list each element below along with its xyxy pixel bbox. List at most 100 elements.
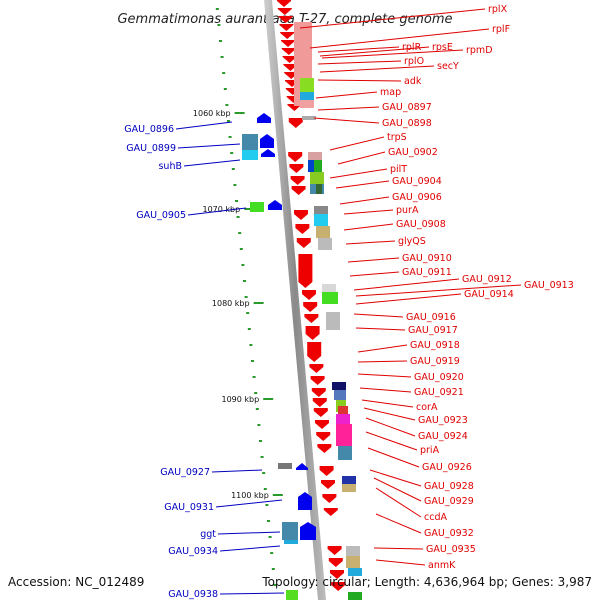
gene-label-forward[interactable]: GAU_0913 <box>524 280 574 291</box>
gene-label-forward[interactable]: GAU_0918 <box>410 340 460 351</box>
gene-label-forward[interactable]: rpmD <box>466 45 493 56</box>
gene-label-forward[interactable]: GAU_0914 <box>464 289 514 300</box>
connector-line <box>317 46 400 53</box>
gene-label-forward[interactable]: glyQS <box>398 236 426 247</box>
gene-label-forward[interactable]: pilT <box>390 164 407 175</box>
gene-label-forward[interactable]: GAU_0916 <box>406 312 456 323</box>
gene-label-forward[interactable]: GAU_0919 <box>410 356 460 367</box>
gene-label-forward[interactable]: trpS <box>387 132 407 143</box>
gene-arrow-forward <box>331 582 346 591</box>
gene-arrow-forward <box>304 314 319 323</box>
gene-label-forward[interactable]: GAU_0924 <box>418 431 468 442</box>
gene-label-forward[interactable]: GAU_0921 <box>414 387 464 398</box>
domain-box <box>310 172 324 184</box>
ruler-dot <box>215 8 219 10</box>
gene-label-forward[interactable]: GAU_0926 <box>422 462 472 473</box>
kbp-label: 1060 kbp <box>193 109 231 118</box>
gene-label-forward[interactable]: GAU_0917 <box>408 325 458 336</box>
gene-label-forward[interactable]: map <box>380 87 401 98</box>
gene-label-forward[interactable]: GAU_0897 <box>382 102 432 113</box>
connector-line <box>339 196 390 205</box>
domain-box <box>300 100 314 108</box>
gene-label-forward[interactable]: adk <box>404 76 422 87</box>
gene-label-forward[interactable]: GAU_0928 <box>424 481 474 492</box>
gene-label-reverse[interactable]: suhB <box>158 161 182 172</box>
gene-arrow-forward <box>315 420 329 429</box>
gene-label-forward[interactable]: GAU_0906 <box>392 192 442 203</box>
ruler-dot <box>228 136 232 138</box>
gene-label-forward[interactable]: corA <box>416 402 438 413</box>
gene-arrow-forward <box>294 210 308 220</box>
gene-label-reverse[interactable]: GAU_0938 <box>168 589 218 600</box>
gene-label-forward[interactable]: priA <box>420 445 440 456</box>
gene-label-reverse[interactable]: GAU_0931 <box>164 502 214 513</box>
gene-arrow-forward <box>282 56 297 63</box>
ruler-dot <box>247 328 251 330</box>
ruler-dot <box>243 280 246 282</box>
connector-line <box>317 60 402 65</box>
ruler-dot <box>262 472 266 474</box>
gene-arrow-forward <box>298 254 313 288</box>
gene-label-forward[interactable]: ccdA <box>424 512 447 523</box>
connector-line <box>353 278 460 291</box>
gene-label-forward[interactable]: GAU_0920 <box>414 372 464 383</box>
gene-label-reverse[interactable]: GAU_0896 <box>124 124 174 135</box>
gene-label-forward[interactable]: GAU_0923 <box>418 415 468 426</box>
connector-line <box>329 136 385 151</box>
domain-box <box>338 446 352 460</box>
connector-line <box>365 417 416 437</box>
gene-label-reverse[interactable]: GAU_0927 <box>160 467 210 478</box>
gene-label-forward[interactable]: GAU_0932 <box>424 528 474 539</box>
gene-arrow-forward <box>323 508 338 516</box>
gene-label-reverse[interactable]: GAU_0905 <box>136 210 186 221</box>
ruler-dot <box>263 488 267 490</box>
gene-label-forward[interactable]: rplR <box>402 42 422 53</box>
connector-line <box>299 8 486 29</box>
gene-arrow-forward <box>277 0 291 7</box>
gene-label-forward[interactable]: GAU_0935 <box>426 544 476 555</box>
ruler-dot <box>235 200 238 202</box>
gene-arrow-forward <box>291 186 306 195</box>
connector-line <box>183 159 241 167</box>
connector-line <box>315 91 378 99</box>
gene-label-forward[interactable]: GAU_0912 <box>462 274 512 285</box>
gene-arrow-forward <box>328 558 343 567</box>
gene-label-forward[interactable]: rplO <box>404 56 424 67</box>
domain-box <box>336 414 350 424</box>
gene-arrow-reverse <box>268 200 282 210</box>
gene-label-forward[interactable]: GAU_0904 <box>392 176 442 187</box>
gene-label-forward[interactable]: rplX <box>488 4 508 15</box>
gene-label-reverse[interactable]: GAU_0934 <box>168 546 218 557</box>
gene-arrow-reverse <box>257 113 271 123</box>
gene-arrow-forward <box>278 16 293 23</box>
domain-box <box>308 152 322 160</box>
gene-arrow-forward <box>319 466 334 476</box>
gene-label-forward[interactable]: GAU_0929 <box>424 496 474 507</box>
gene-label-reverse[interactable]: GAU_0899 <box>126 143 176 154</box>
connector-line <box>317 106 380 111</box>
backbone-bar <box>264 0 326 600</box>
gene-arrow-reverse <box>260 134 274 148</box>
gene-label-forward[interactable]: GAU_0902 <box>388 147 438 158</box>
gene-label-forward[interactable]: rpsE <box>432 42 453 53</box>
chromosome-backbone <box>264 0 326 600</box>
gene-arrow-reverse <box>298 492 312 510</box>
domain-box <box>322 284 336 292</box>
gene-label-forward[interactable]: GAU_0908 <box>396 219 446 230</box>
gene-label-reverse[interactable]: ggt <box>200 529 216 540</box>
gene-label-forward[interactable]: secY <box>437 61 459 72</box>
gene-label-forward[interactable]: GAU_0910 <box>402 253 452 264</box>
gene-arrow-forward <box>277 8 292 15</box>
ruler-dot <box>223 88 227 90</box>
gene-label-forward[interactable]: anmK <box>428 560 456 571</box>
gene-label-forward[interactable]: GAU_0911 <box>402 267 452 278</box>
connector-line <box>375 513 422 534</box>
domain-box <box>316 184 322 194</box>
gene-label-forward[interactable]: GAU_0898 <box>382 118 432 129</box>
domain-box <box>348 568 362 576</box>
accession-text: Accession: NC_012489 <box>8 575 144 589</box>
gene-label-forward[interactable]: rplF <box>492 24 510 35</box>
gene-label-forward[interactable]: purA <box>396 205 419 216</box>
genome-stats-text: Topology: circular; Length: 4,636,964 bp… <box>261 575 592 589</box>
ruler-dot <box>273 584 277 586</box>
